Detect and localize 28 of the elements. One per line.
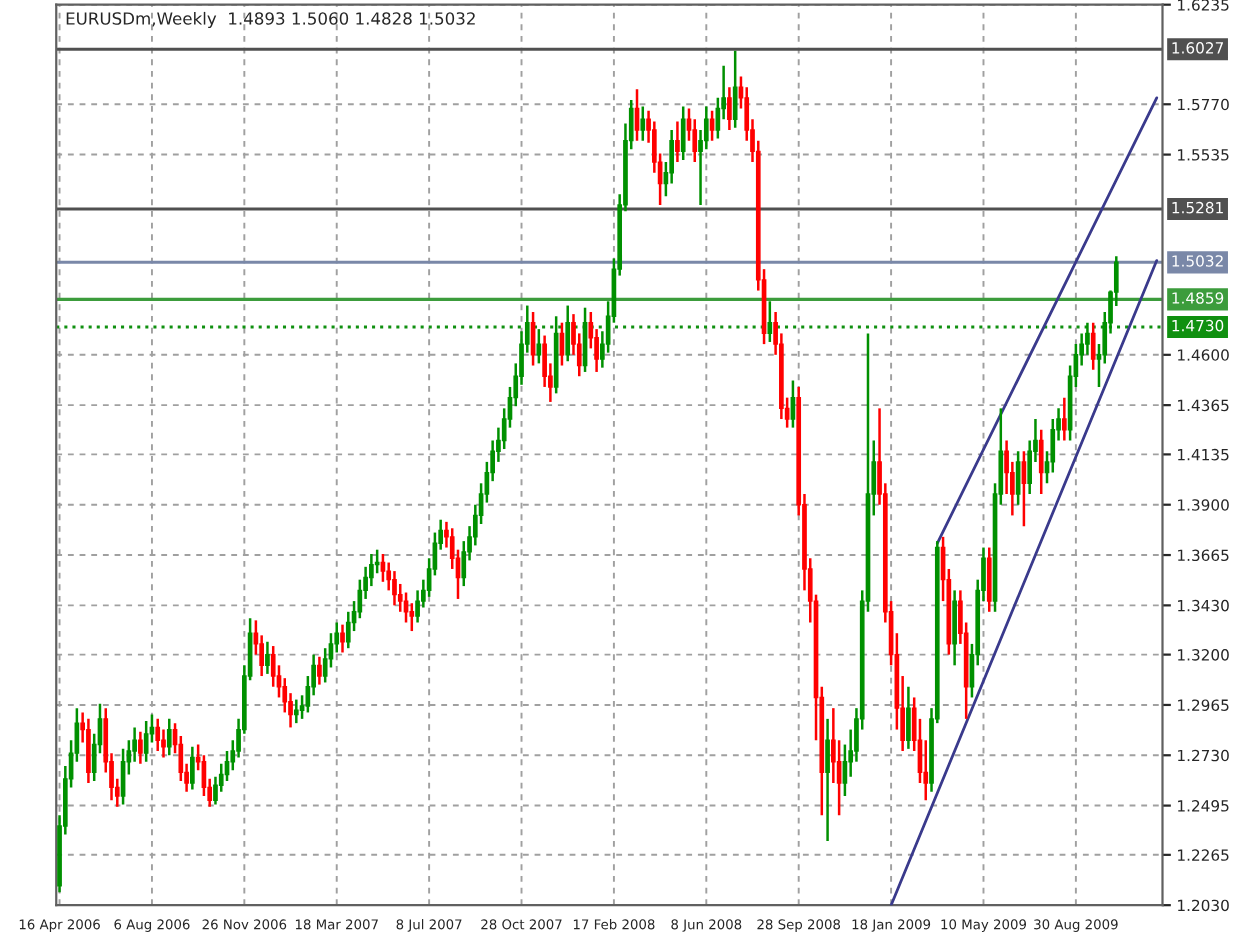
candlestick	[906, 685, 911, 751]
candlestick	[409, 601, 415, 633]
candlestick	[732, 49, 738, 130]
candlestick	[86, 717, 91, 785]
candlestick	[138, 730, 143, 766]
candlestick	[640, 105, 646, 142]
candlestick	[680, 105, 686, 162]
candlestick	[340, 623, 345, 654]
candlestick	[565, 304, 571, 363]
candlestick	[727, 85, 732, 132]
candlestick	[675, 120, 680, 164]
candlestick	[190, 745, 195, 791]
candlestick	[952, 589, 957, 667]
candlestick	[392, 569, 397, 607]
candlestick	[536, 327, 542, 365]
candlestick	[767, 300, 773, 344]
candlestick	[155, 717, 161, 753]
candlestick	[265, 640, 270, 676]
candlestick	[143, 719, 149, 763]
chart-title: EURUSDm,Weekly 1.4893 1.5060 1.4828 1.5032	[66, 11, 475, 29]
candlestick	[317, 655, 322, 686]
candlestick	[986, 546, 992, 614]
candlestick	[1090, 321, 1096, 372]
candlestick	[825, 717, 830, 843]
candlestick	[166, 717, 172, 757]
candlestick	[1038, 428, 1044, 496]
candlestick	[293, 698, 299, 725]
candlestick	[1061, 396, 1067, 442]
